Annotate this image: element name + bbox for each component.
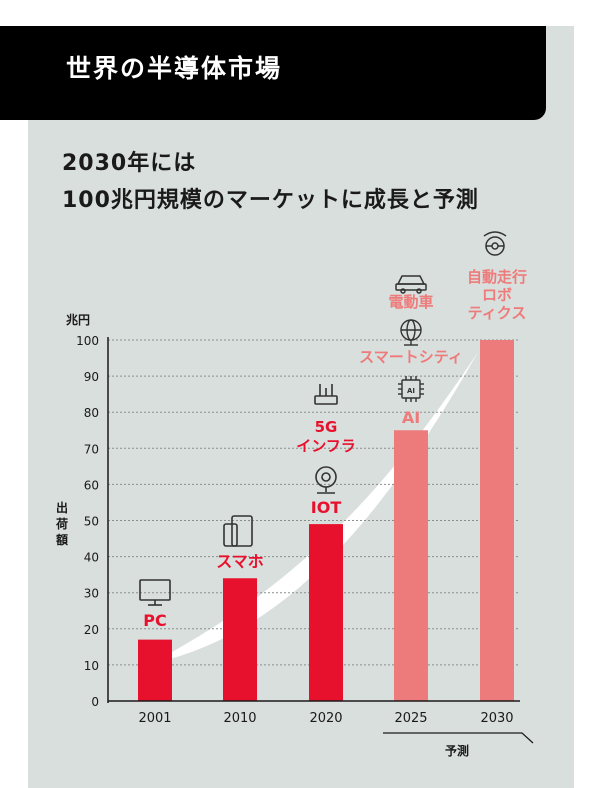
- bars: [138, 340, 514, 701]
- x-tick-label: 2030: [480, 711, 513, 726]
- subtitle-line-2: 100兆円規模のマーケットに成長と予測: [62, 188, 479, 213]
- annotation-label: 電動車: [388, 293, 433, 311]
- forecast-bracket: [383, 732, 534, 744]
- bar-2030: [480, 340, 514, 701]
- annotation-label: インフラ: [296, 437, 356, 455]
- y-tick-label: 10: [84, 659, 99, 673]
- y-tick-label: 50: [84, 515, 99, 529]
- annotation-label: スマホ: [216, 552, 264, 571]
- bar-2001: [138, 639, 172, 701]
- annotation-label: ティクス: [468, 304, 527, 322]
- page-title: 世界の半導体市場: [66, 54, 283, 83]
- y-tick-label: 100: [76, 334, 99, 348]
- y-unit-label: 兆円: [66, 312, 90, 327]
- y-tick-label: 20: [84, 623, 99, 637]
- y-tick-label: 60: [84, 478, 99, 492]
- x-tick-label: 2025: [394, 711, 427, 726]
- y-tick-label: 90: [84, 370, 99, 384]
- monitor-icon: [139, 579, 171, 606]
- router-icon: [314, 384, 338, 405]
- bar-2010: [223, 578, 257, 701]
- steering-wheel-icon: [483, 231, 507, 256]
- forecast-label: 予測: [445, 743, 469, 758]
- y-tick-label: 70: [84, 442, 99, 456]
- subtitle-line-1: 2030年には: [62, 151, 197, 176]
- bar-2025: [394, 430, 428, 701]
- title-banner: [0, 26, 546, 120]
- annotation-label: スマートシティ: [359, 348, 463, 366]
- y-tick-label: 0: [91, 695, 99, 709]
- car-icon: [395, 275, 427, 294]
- x-tick-label: 2001: [138, 711, 171, 726]
- annotation-label: 5G: [315, 418, 338, 436]
- webcam-icon: [315, 466, 337, 494]
- y-axis-title-char: 荷: [55, 516, 68, 531]
- globe-icon: [400, 319, 422, 346]
- smartphone-icon: [223, 515, 253, 547]
- y-tick-label: 30: [84, 587, 99, 601]
- y-axis-title-char: 出: [56, 500, 68, 515]
- annotation-label: AI: [402, 408, 420, 427]
- x-tick-label: 2010: [223, 711, 256, 726]
- y-tick-label: 80: [84, 406, 99, 420]
- annotation-label: ロボ: [482, 286, 512, 304]
- annotation-label: IOT: [311, 498, 342, 517]
- y-axis-title-char: 額: [55, 532, 68, 547]
- ai-chip-icon: [398, 376, 424, 402]
- bar-2020: [309, 524, 343, 701]
- annotation-label: 自動走行: [467, 268, 527, 286]
- ai-chip-icon-glyph: AI: [407, 387, 415, 395]
- annotation-label: PC: [143, 611, 166, 630]
- x-tick-label: 2020: [309, 711, 342, 726]
- y-tick-label: 40: [84, 551, 99, 565]
